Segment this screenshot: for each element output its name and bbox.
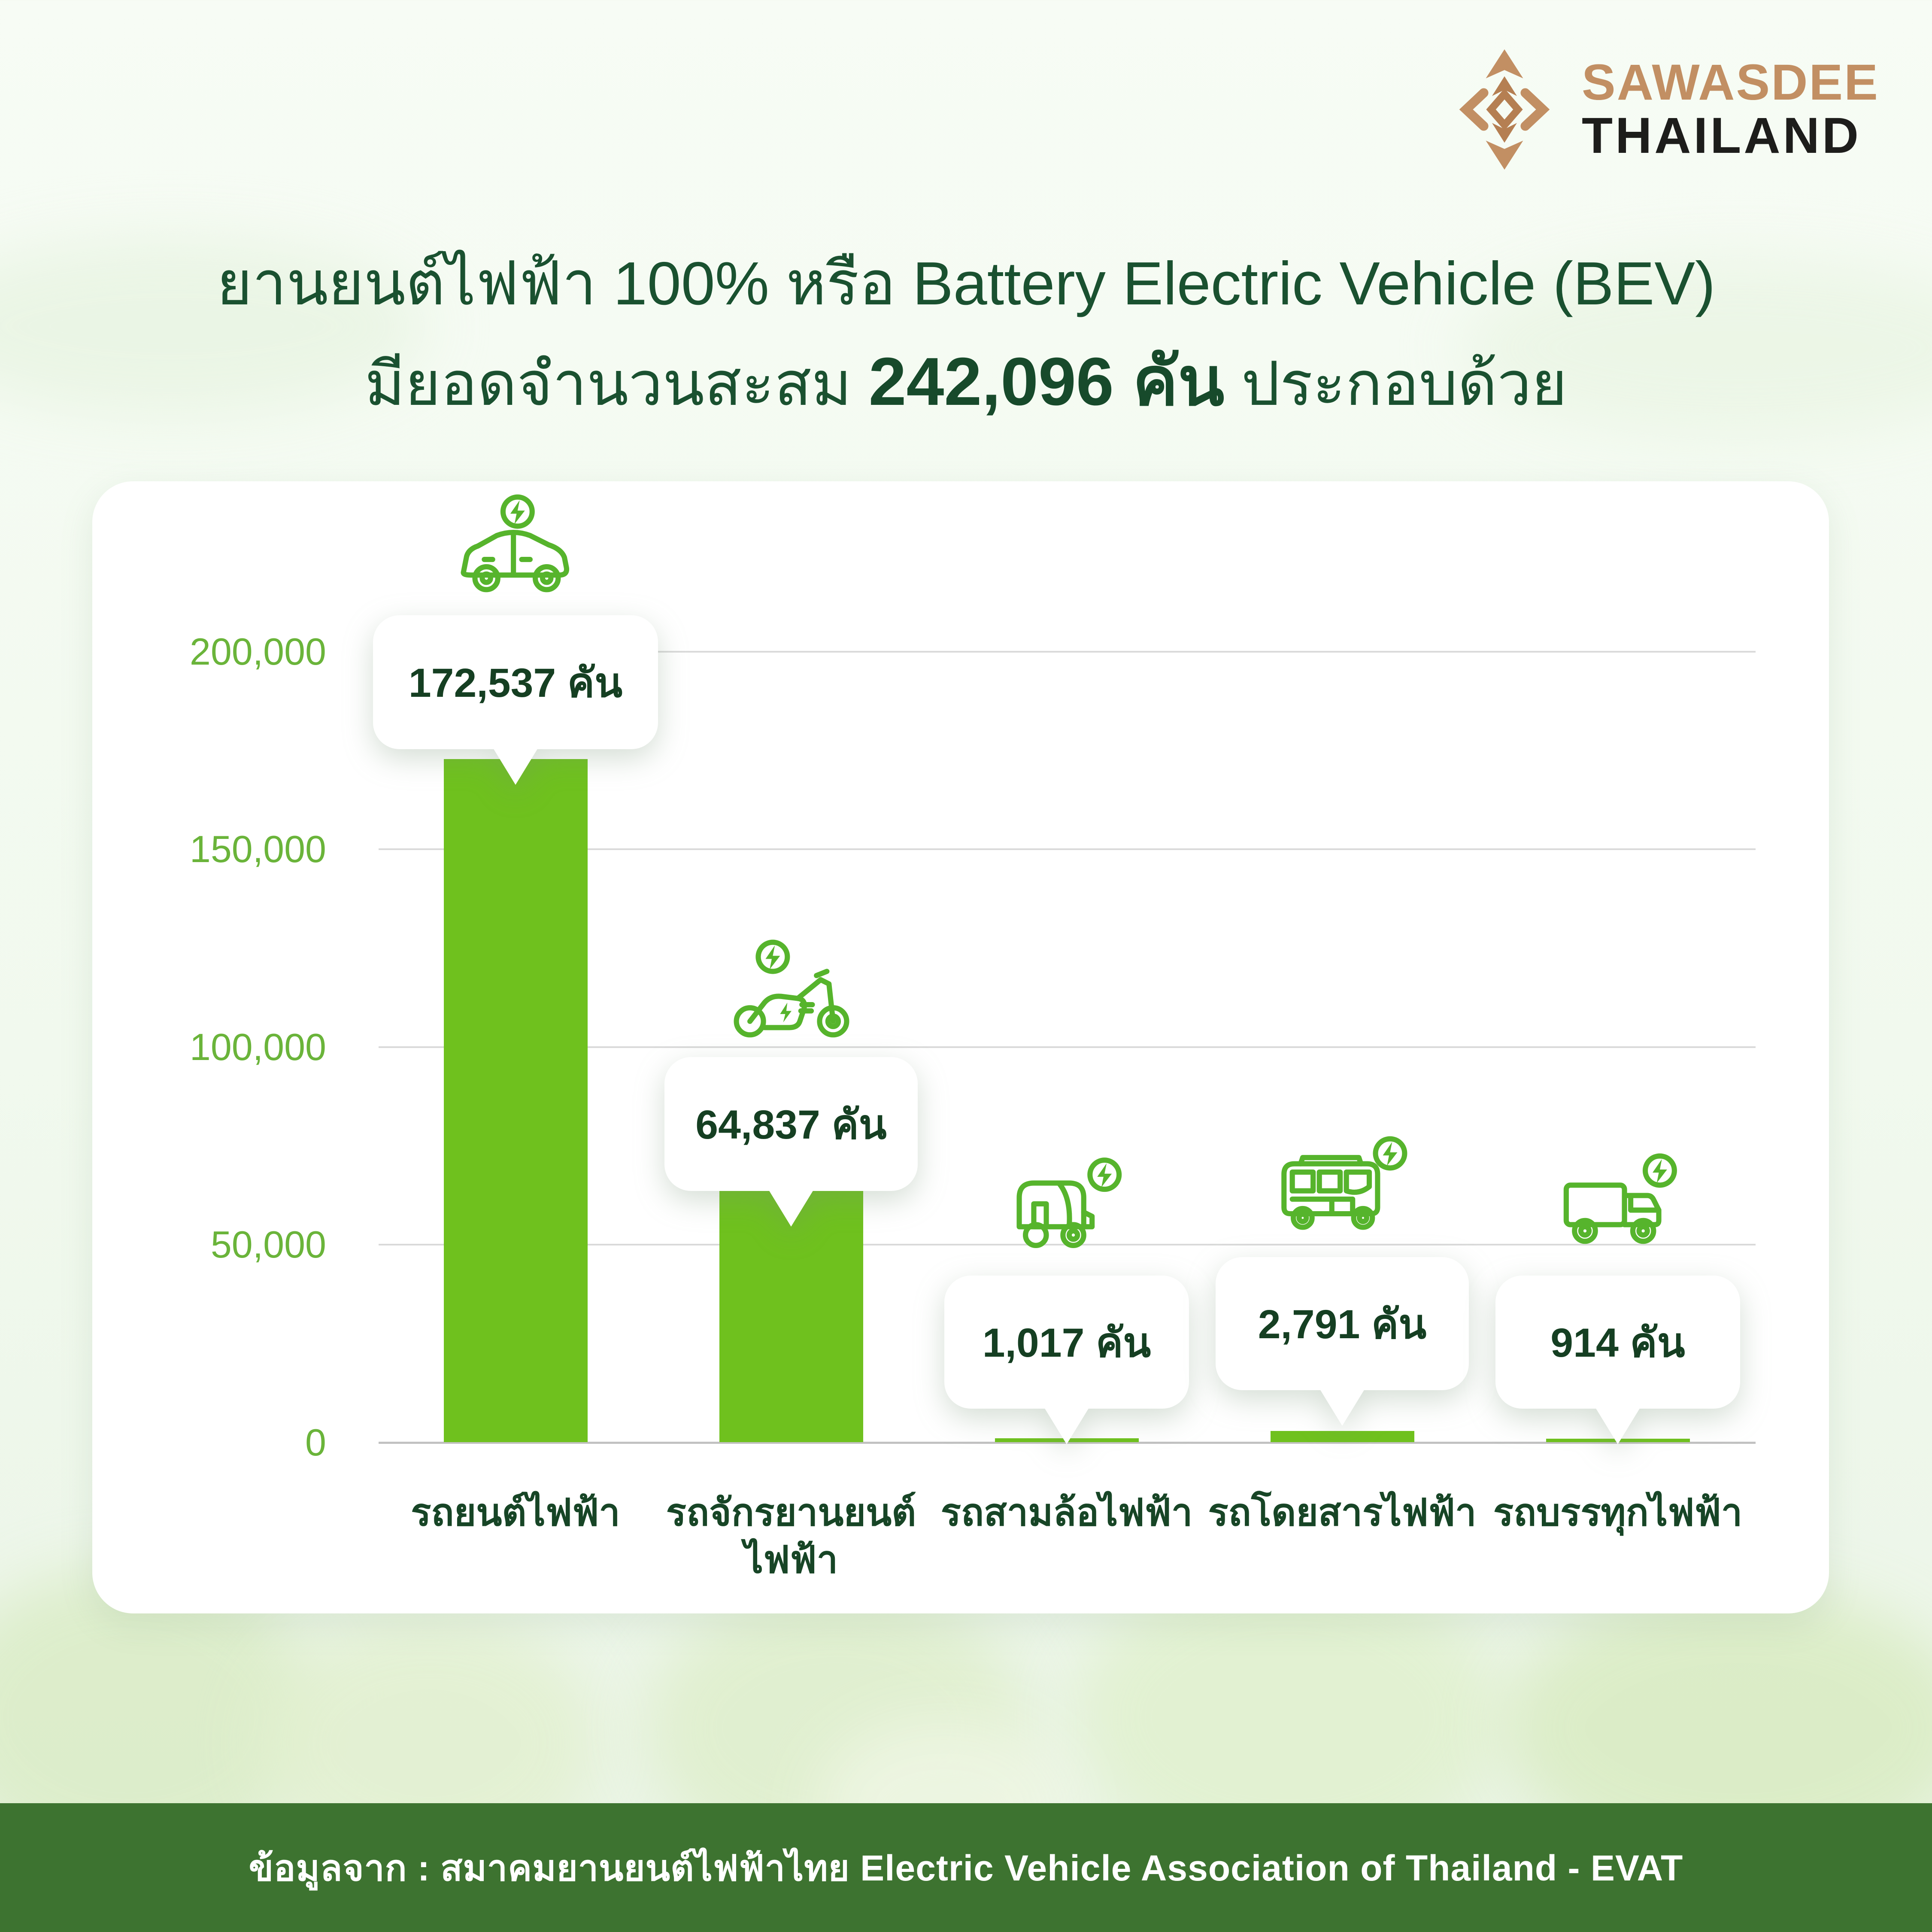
value-bubble-truck: 914 คัน	[1495, 1276, 1740, 1409]
brand-name-sawasdee: SAWASDEE	[1582, 54, 1879, 111]
bar-electric-car	[444, 759, 588, 1442]
y-tick-0: 0	[305, 1421, 326, 1464]
source-footer-bar: ข้อมูลจาก : สมาคมยานยนต์ไฟฟ้าไทย Electri…	[0, 1803, 1932, 1932]
value-bubble-tuktuk: 1,017 คัน	[944, 1276, 1189, 1409]
ev-truck-icon	[1556, 1150, 1681, 1258]
gridline-100000	[379, 1046, 1756, 1048]
value-label: 914 คัน	[1550, 1320, 1685, 1366]
bar-electric-motorcycle	[719, 1185, 863, 1442]
value-label: 172,537 คัน	[408, 660, 623, 706]
sawasdee-thailand-logo: SAWASDEE THAILAND	[1451, 47, 1879, 172]
y-tick-150000: 150,000	[189, 828, 326, 870]
value-bubble-motorcycle: 64,837 คัน	[664, 1057, 918, 1191]
thai-diamond-logo-icon	[1459, 49, 1550, 170]
category-label-bus: รถโดยสารไฟฟ้า	[1208, 1491, 1477, 1534]
value-label: 2,791 คัน	[1258, 1301, 1427, 1347]
infographic-title: ยานยนต์ไฟฟ้า 100% หรือ Battery Electric …	[0, 253, 1932, 416]
value-label: 1,017 คัน	[982, 1320, 1151, 1366]
title-line-2: มียอดจำนวนสะสม 242,096 คัน ประกอบด้วย	[364, 344, 1568, 419]
ev-motorcycle-icon	[729, 938, 854, 1046]
gridline-200000	[379, 651, 1756, 653]
value-label: 64,837 คัน	[695, 1102, 887, 1148]
y-tick-200000: 200,000	[189, 630, 326, 673]
gridline-150000	[379, 848, 1756, 850]
y-tick-100000: 100,000	[189, 1026, 326, 1068]
value-bubble-car: 172,537 คัน	[373, 615, 658, 749]
category-label-tuktuk: รถสามล้อไฟฟ้า	[940, 1491, 1193, 1534]
ev-tuktuk-icon	[1004, 1150, 1130, 1258]
data-source-text: ข้อมูลจาก : สมาคมยานยนต์ไฟฟ้าไทย Electri…	[249, 1848, 1683, 1888]
bar-electric-bus	[1271, 1431, 1414, 1442]
category-label-motorcycle: รถจักรยานยนต์ ไฟฟ้า	[666, 1491, 916, 1581]
category-label-car: รถยนต์ไฟฟ้า	[411, 1491, 620, 1534]
brand-name-thailand: THAILAND	[1582, 107, 1862, 164]
title-line-1: ยานยนต์ไฟฟ้า 100% หรือ Battery Electric …	[216, 249, 1716, 318]
total-count-highlight: 242,096 คัน	[868, 344, 1225, 419]
value-bubble-bus: 2,791 คัน	[1216, 1257, 1469, 1390]
category-label-truck: รถบรรทุกไฟฟ้า	[1493, 1491, 1743, 1534]
ev-car-icon	[453, 493, 578, 601]
y-tick-50000: 50,000	[210, 1223, 326, 1266]
ev-bus-icon	[1271, 1133, 1413, 1241]
